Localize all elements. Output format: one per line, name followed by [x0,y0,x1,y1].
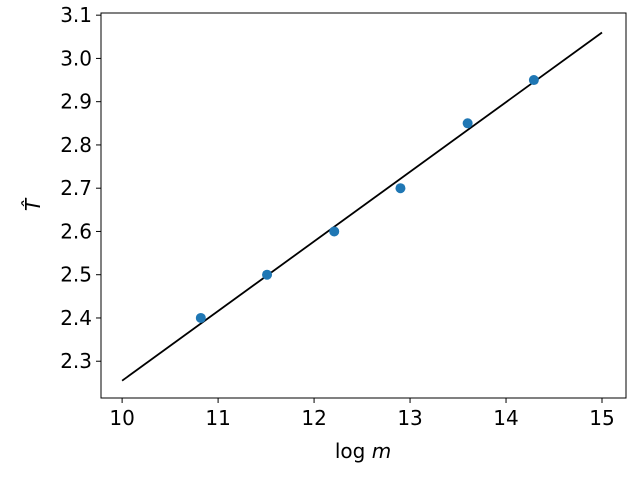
data-point [329,226,340,237]
y-tick-label: 2.4 [60,306,92,330]
y-axis-label: T̂ [21,197,45,211]
data-point [528,75,539,86]
y-tick-label: 2.6 [60,219,92,243]
x-tick-label: 10 [109,406,134,430]
x-tick-label: 11 [205,406,230,430]
x-tick-label: 13 [397,406,422,430]
x-tick-label: 14 [493,406,518,430]
data-point [195,312,206,323]
data-point [395,183,406,194]
x-axis-ticks: 10 11 12 13 14 15 [109,398,615,430]
x-axis-label-var: m [372,439,391,463]
x-axis-label-prefix: log [335,439,372,463]
y-tick-label: 2.3 [60,349,92,373]
y-tick-label: 3.1 [60,3,92,27]
x-tick-label: 15 [589,406,614,430]
y-tick-label: 2.9 [60,90,92,114]
y-tick-label: 2.7 [60,176,92,200]
y-tick-label: 2.8 [60,133,92,157]
x-axis-label: log m [335,439,391,463]
x-tick-label: 12 [301,406,326,430]
y-tick-label: 3.0 [60,46,92,70]
series-layer [121,31,603,382]
y-axis-ticks: 2.3 2.4 2.5 2.6 2.7 2.8 2.9 3.0 3.1 [60,3,101,373]
y-tick-label: 2.5 [60,263,92,287]
data-point [462,118,473,129]
data-point [262,269,273,280]
